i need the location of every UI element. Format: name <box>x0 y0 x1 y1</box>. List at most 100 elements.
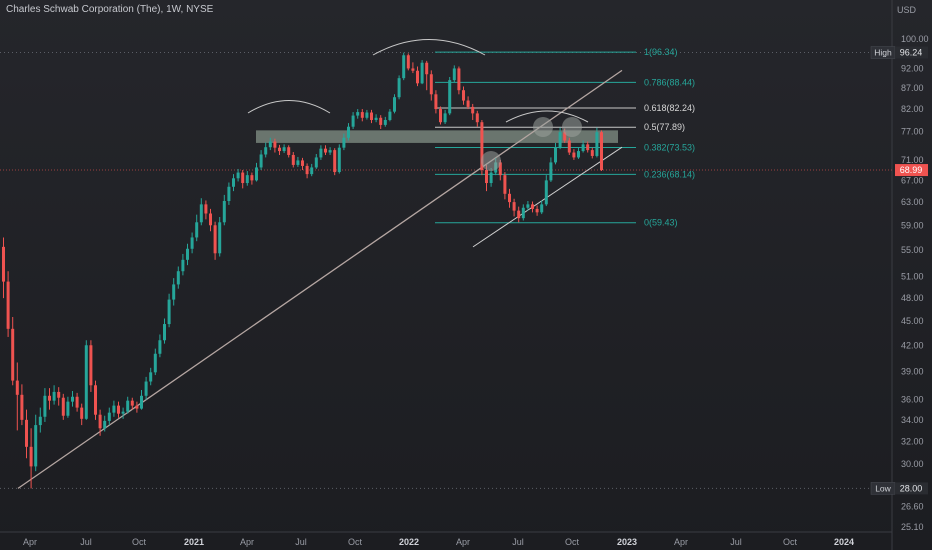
candle-body <box>227 186 231 201</box>
candle-body <box>342 137 346 148</box>
candle-body <box>94 385 97 415</box>
y-tick-label: 25.10 <box>901 522 924 532</box>
candle-body <box>204 204 208 214</box>
fib-level-label: 0.618(82.24) <box>644 103 695 113</box>
candle-body <box>66 401 70 416</box>
candle-body <box>475 113 479 123</box>
head-arc <box>372 39 486 56</box>
candle-body <box>181 259 185 272</box>
candle-body <box>38 416 42 426</box>
y-tick-label: 39.00 <box>901 366 924 376</box>
candle-body <box>558 132 562 148</box>
fib-level-label: 0.382(73.53) <box>644 143 695 153</box>
price-badge-value: 96.24 <box>900 48 923 58</box>
candle-body <box>20 394 24 420</box>
y-tick-label: 87.00 <box>901 83 924 93</box>
candle-body <box>457 68 461 91</box>
candle-body <box>397 78 401 98</box>
candle-body <box>172 284 176 300</box>
price-badge <box>895 482 928 495</box>
candle-body <box>6 281 10 329</box>
candle-body <box>71 396 74 402</box>
candle-body <box>43 395 47 417</box>
candle-body <box>586 144 590 151</box>
y-tick-label: 55.00 <box>901 245 924 255</box>
candle-body <box>328 150 332 153</box>
candle-body <box>52 391 56 401</box>
y-tick-label: 34.00 <box>901 415 924 425</box>
candle-body <box>126 400 130 412</box>
x-tick-label: Apr <box>456 537 470 547</box>
candle-body <box>563 132 567 141</box>
candle-body <box>466 100 470 107</box>
candle-body <box>383 119 387 125</box>
fib-level-label: 0(59.43) <box>644 218 678 228</box>
candle-body <box>356 112 360 116</box>
highlight-circle <box>562 117 582 137</box>
candle-body <box>595 132 599 156</box>
candle-body <box>57 391 61 398</box>
candle-body <box>135 405 139 409</box>
price-badge <box>895 46 928 59</box>
candle-body <box>278 147 281 152</box>
x-tick-label: Jul <box>295 537 307 547</box>
candle-body <box>80 407 84 419</box>
x-tick-label: Oct <box>565 537 580 547</box>
candle-body <box>347 126 350 138</box>
candle-body <box>158 340 162 354</box>
candle-body <box>521 207 525 219</box>
resistance-zone <box>256 130 618 143</box>
candle-body <box>402 55 406 79</box>
candle-body <box>167 299 171 325</box>
price-badge-tag-label: Low <box>875 483 891 493</box>
candle-body <box>554 147 557 163</box>
candle-body <box>236 172 240 179</box>
candle-body <box>572 152 576 158</box>
candle-body <box>420 62 424 84</box>
candle-body <box>98 414 102 429</box>
candle-body <box>452 68 456 81</box>
x-tick-label: 2021 <box>184 537 204 547</box>
candle-body <box>370 112 373 120</box>
candle-body <box>544 180 548 205</box>
candle-body <box>581 144 585 152</box>
candle-body <box>374 117 378 120</box>
candle-body <box>567 140 571 153</box>
candle-body <box>61 397 65 416</box>
y-tick-label: 30.00 <box>901 459 924 469</box>
candle-body <box>333 150 337 173</box>
candle-body <box>273 141 277 148</box>
candle-body <box>508 193 511 203</box>
y-tick-label: 36.00 <box>901 395 924 405</box>
candle-body <box>103 420 107 429</box>
candle-body <box>416 70 419 84</box>
candle-body <box>2 246 5 282</box>
candle-body <box>314 157 318 168</box>
candle-body <box>434 94 438 110</box>
candle-body <box>190 237 194 249</box>
y-tick-label: 71.00 <box>901 155 924 165</box>
y-tick-label: 59.00 <box>901 220 924 230</box>
price-badge-tag-label: High <box>874 48 892 58</box>
candle-body <box>130 400 134 406</box>
x-tick-label: Apr <box>240 537 254 547</box>
candle-body <box>25 419 28 447</box>
candle-body <box>448 80 452 114</box>
candle-body <box>195 222 199 238</box>
y-tick-label: 26.60 <box>901 502 924 512</box>
candle-body <box>485 169 488 184</box>
x-tick-label: Apr <box>23 537 37 547</box>
x-tick-label: 2022 <box>399 537 419 547</box>
candle-body <box>176 271 180 285</box>
candle-body <box>540 204 544 213</box>
y-tick-label: 82.00 <box>901 104 924 114</box>
candle-body <box>310 167 314 175</box>
candle-body <box>199 204 203 223</box>
x-tick-label: Oct <box>132 537 147 547</box>
candle-body <box>471 106 475 114</box>
candle-body <box>107 412 111 421</box>
y-tick-label: 42.00 <box>901 340 924 350</box>
candle-body <box>498 162 502 176</box>
